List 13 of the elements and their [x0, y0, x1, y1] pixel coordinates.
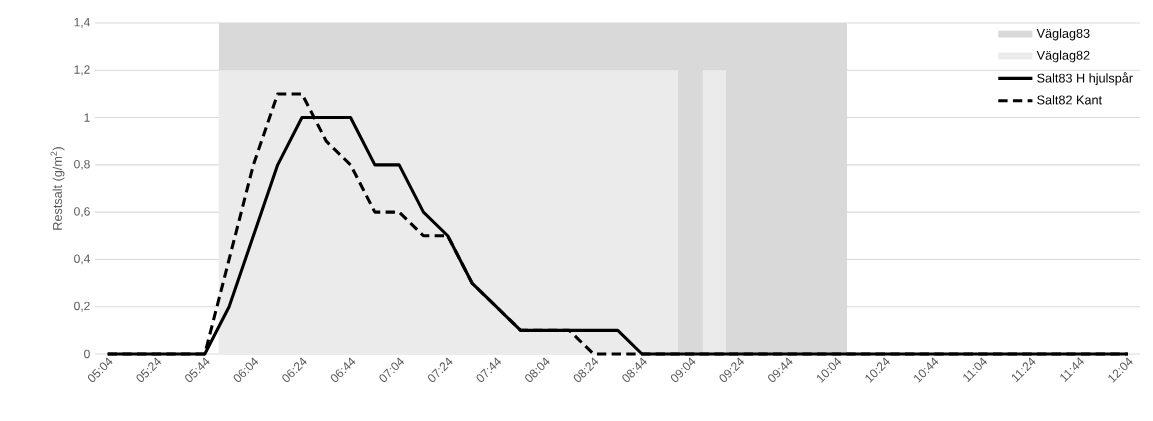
y-tick-label: 0,2: [74, 301, 90, 312]
legend-label: Väglag82: [1036, 50, 1090, 63]
y-tick-label: 0,6: [74, 207, 90, 218]
y-tick-label: 1: [84, 113, 90, 122]
legend-label: Salt82 Kant: [1037, 95, 1102, 105]
y-tick-label: 0,4: [74, 254, 90, 265]
y-tick-label: 1,4: [74, 18, 90, 28]
y-axis-title: Restsalt (g/m$^{2}$): [50, 147, 65, 230]
legend-label: Salt83 H hjulspår: [1037, 72, 1133, 86]
y-tick-label: 0,8: [74, 159, 90, 170]
y-tick-label: 0: [84, 349, 90, 359]
legend-label: Väglag83: [1036, 28, 1090, 41]
y-tick-label: 1,2: [74, 65, 90, 76]
